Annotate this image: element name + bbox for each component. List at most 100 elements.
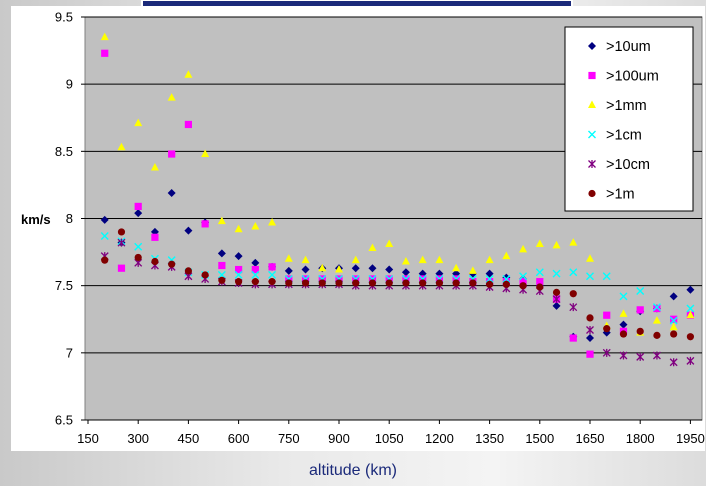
data-point (217, 216, 226, 225)
data-point (636, 287, 645, 296)
x-axis-label: altitude (km) (309, 462, 397, 479)
data-point (234, 224, 243, 233)
data-point (519, 278, 527, 286)
data-point (535, 268, 544, 277)
data-point (335, 265, 343, 273)
y-tick-label: 6.5 (55, 413, 73, 428)
data-point (586, 314, 594, 322)
data-point (201, 220, 209, 228)
data-point (502, 274, 511, 283)
legend-marker (588, 189, 596, 198)
y-tick-label: 7.5 (55, 278, 73, 293)
data-point (401, 256, 410, 265)
data-point (268, 263, 276, 271)
legend-item: >10um (588, 39, 651, 55)
legend-marker (588, 71, 596, 80)
data-point (335, 279, 343, 287)
data-point (251, 258, 260, 267)
data-point (352, 279, 360, 287)
data-point (586, 254, 594, 262)
data-point (251, 222, 260, 230)
data-point (184, 70, 193, 78)
data-point (151, 257, 159, 266)
legend-marker (588, 130, 596, 139)
data-point (100, 32, 109, 41)
data-point (201, 271, 209, 279)
data-point (217, 249, 226, 258)
legend-item: >1cm (588, 128, 642, 144)
data-point (552, 301, 561, 310)
data-point (535, 239, 544, 248)
data-point (452, 279, 460, 287)
data-point (669, 316, 678, 325)
data-point (235, 278, 243, 286)
data-point (569, 238, 578, 246)
data-point (468, 266, 477, 274)
data-point (134, 202, 142, 211)
data-point (134, 118, 143, 127)
data-point (670, 330, 678, 338)
legend-marker (588, 100, 596, 108)
y-axis-label: km/s (21, 212, 51, 227)
data-point (402, 279, 410, 287)
data-point (536, 283, 544, 291)
data-point (569, 334, 577, 342)
legend-label: >1cm (606, 128, 642, 144)
data-point (134, 253, 142, 262)
data-point (552, 295, 561, 304)
legend-label: >1m (606, 187, 635, 203)
data-point (686, 285, 695, 294)
data-point (586, 325, 594, 334)
data-point (569, 303, 578, 312)
data-point (519, 244, 528, 253)
data-point (168, 150, 176, 158)
data-point (669, 358, 678, 367)
data-point (653, 331, 661, 339)
data-point (652, 316, 661, 324)
legend-label: >10cm (606, 157, 650, 173)
data-point (284, 266, 293, 275)
data-point (301, 279, 310, 287)
legend-items: >10um >100um >1mm >1cm >10cm >1m (588, 39, 659, 203)
data-point (686, 304, 695, 313)
series-3 (100, 32, 695, 336)
legend-label: >100um (606, 69, 659, 85)
x-tick-label: 1950 (676, 431, 705, 446)
data-point (301, 255, 310, 264)
data-point (385, 279, 393, 287)
data-point (619, 330, 628, 338)
data-point (385, 265, 394, 274)
x-tick-label: 1200 (425, 431, 454, 446)
x-tick-label: 150 (77, 431, 99, 446)
x-tick-label: 1050 (375, 431, 404, 446)
data-point (318, 263, 327, 272)
y-tick-label: 9.5 (55, 10, 73, 25)
legend-item: >10cm (588, 157, 650, 173)
data-point (602, 348, 611, 357)
data-point (569, 268, 578, 277)
data-point (435, 279, 443, 287)
data-point (351, 264, 360, 273)
data-point (653, 304, 661, 313)
legend-marker (588, 160, 596, 168)
x-tick-label: 750 (278, 431, 300, 446)
data-point (184, 267, 192, 275)
data-point (519, 282, 527, 290)
data-point (603, 325, 611, 333)
data-point (603, 311, 611, 319)
y-tick-label: 7 (66, 345, 73, 360)
x-tick-label: 1500 (525, 431, 554, 446)
data-point (117, 238, 126, 247)
y-tick-label: 8.5 (55, 144, 73, 159)
data-point (552, 240, 561, 249)
data-point (134, 209, 143, 218)
data-point (485, 269, 494, 278)
data-point (268, 270, 277, 279)
data-point (636, 306, 644, 314)
y-axis-tick-labels: 6.5 7 7.5 8 8.5 9 9.5 (55, 10, 73, 428)
data-point (318, 279, 326, 287)
data-point (552, 269, 561, 278)
data-point (368, 243, 377, 252)
